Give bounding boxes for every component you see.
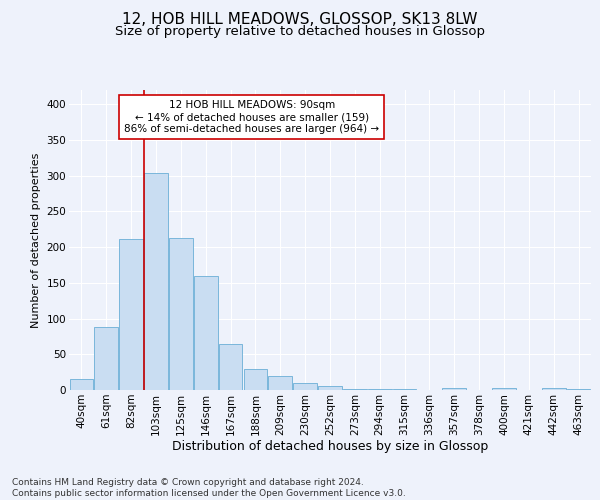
Y-axis label: Number of detached properties: Number of detached properties — [31, 152, 41, 328]
Text: 12, HOB HILL MEADOWS, GLOSSOP, SK13 8LW: 12, HOB HILL MEADOWS, GLOSSOP, SK13 8LW — [122, 12, 478, 28]
Bar — [492, 388, 516, 390]
Bar — [542, 388, 566, 390]
Bar — [169, 238, 193, 390]
Bar — [567, 388, 590, 390]
Bar — [293, 383, 317, 390]
Bar — [268, 376, 292, 390]
Bar — [442, 388, 466, 390]
Bar — [144, 173, 168, 390]
Bar — [219, 344, 242, 390]
Bar — [70, 378, 93, 390]
Bar — [194, 276, 218, 390]
X-axis label: Distribution of detached houses by size in Glossop: Distribution of detached houses by size … — [172, 440, 488, 454]
Bar — [94, 327, 118, 390]
Text: 12 HOB HILL MEADOWS: 90sqm
← 14% of detached houses are smaller (159)
86% of sem: 12 HOB HILL MEADOWS: 90sqm ← 14% of deta… — [124, 100, 379, 134]
Text: Size of property relative to detached houses in Glossop: Size of property relative to detached ho… — [115, 25, 485, 38]
Bar — [244, 368, 267, 390]
Bar — [318, 386, 342, 390]
Bar — [368, 388, 392, 390]
Text: Contains HM Land Registry data © Crown copyright and database right 2024.
Contai: Contains HM Land Registry data © Crown c… — [12, 478, 406, 498]
Bar — [119, 240, 143, 390]
